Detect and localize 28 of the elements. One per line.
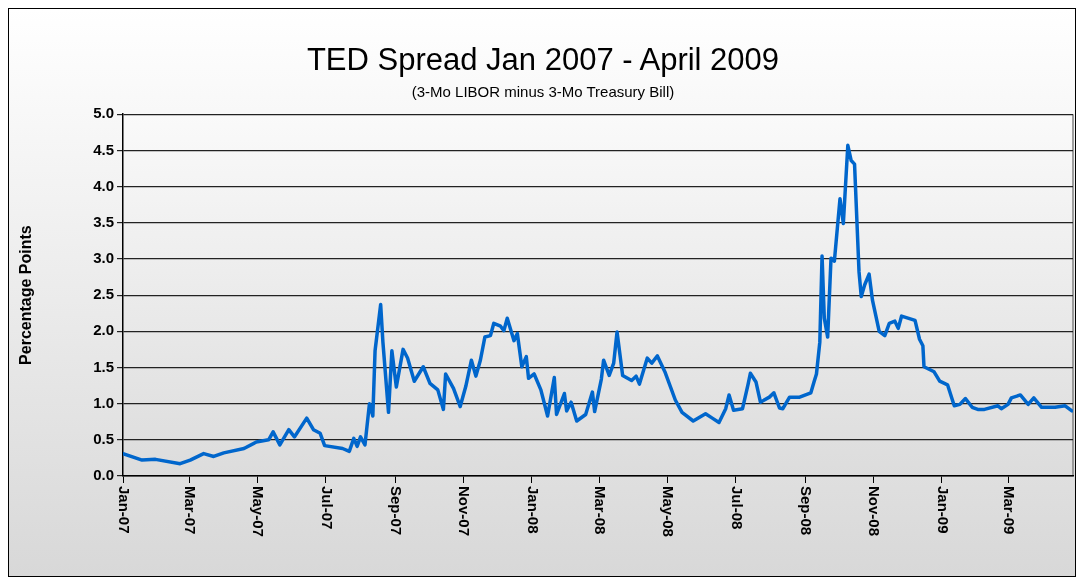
y-tick-label: 0.0 (93, 466, 114, 484)
y-tick-label: 4.5 (93, 140, 114, 158)
x-tick-label: Sep-08 (798, 486, 816, 536)
x-tick-label: Sep-07 (388, 486, 406, 536)
x-tick-label: Nov-08 (866, 486, 884, 537)
x-tick-label: Mar-09 (1000, 486, 1018, 535)
y-tick-label: 0.5 (93, 429, 114, 447)
y-tick-label: 2.5 (93, 285, 114, 303)
x-tick-label: Jan-07 (115, 486, 133, 534)
x-tick-label: May-08 (660, 486, 678, 537)
x-tick-label: Jan-09 (934, 486, 952, 534)
x-tick-label: Nov-07 (456, 486, 474, 537)
y-tick-label: 1.0 (93, 393, 114, 411)
chart-title: TED Spread Jan 2007 - April 2009 (306, 42, 780, 78)
x-tick-label: Jul-08 (728, 486, 746, 530)
y-tick-label: 2.0 (93, 321, 114, 339)
y-tick-label: 5.0 (93, 104, 114, 122)
y-tick-label: 3.5 (93, 212, 114, 230)
x-tick-label: Jul-07 (318, 486, 336, 530)
chart-subtitle: (3-Mo LIBOR minus 3-Mo Treasury Bill) (411, 83, 675, 101)
x-tick-label: May-07 (250, 486, 268, 537)
x-tick-label: Mar-07 (181, 486, 199, 535)
y-axis-title: Percentage Points (17, 225, 35, 365)
x-tick-label: Mar-08 (591, 486, 609, 535)
y-tick-label: 3.0 (93, 249, 114, 267)
x-tick-label: Jan-08 (524, 486, 542, 534)
y-tick-label: 4.0 (93, 176, 114, 194)
y-tick-label: 1.5 (93, 357, 114, 375)
